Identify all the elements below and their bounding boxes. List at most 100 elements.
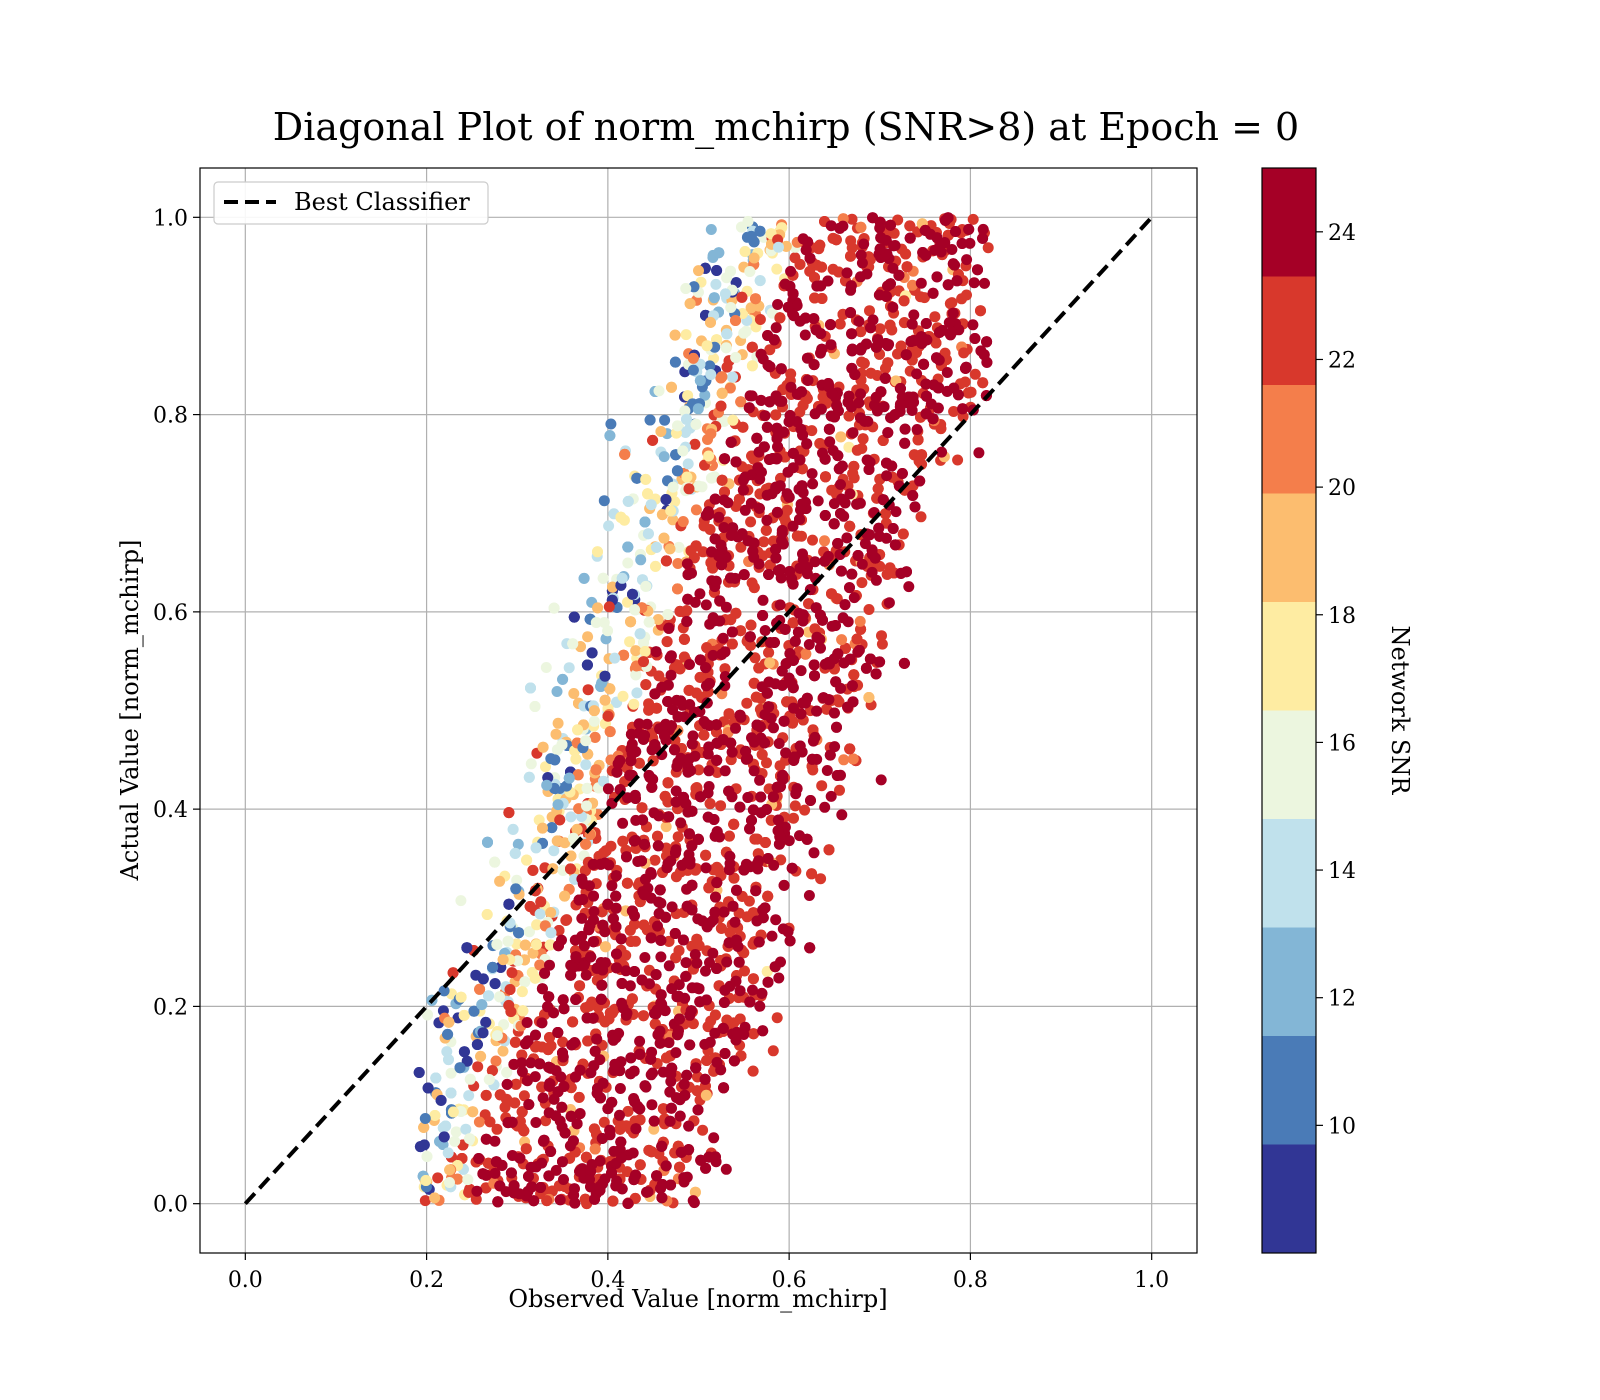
scatter-point	[585, 1067, 597, 1079]
scatter-point	[557, 1036, 569, 1048]
scatter-point	[716, 371, 728, 383]
scatter-point	[656, 1140, 668, 1152]
scatter-point	[874, 560, 886, 572]
scatter-point	[834, 318, 846, 330]
scatter-point	[645, 932, 657, 944]
scatter-point	[907, 490, 919, 501]
scatter-point	[586, 996, 598, 1008]
scatter-point	[432, 1172, 444, 1184]
scatter-point	[709, 533, 721, 545]
scatter-point	[700, 965, 711, 977]
scatter-point	[744, 631, 756, 643]
scatter-point	[509, 1036, 521, 1048]
scatter-point	[482, 836, 493, 848]
scatter-point	[665, 650, 677, 662]
scatter-point	[708, 1132, 720, 1144]
scatter-point	[617, 817, 629, 829]
scatter-point	[844, 520, 856, 532]
scatter-point	[800, 697, 811, 709]
scatter-point	[889, 409, 901, 421]
scatter-point	[795, 504, 807, 516]
scatter-point	[703, 678, 715, 689]
scatter-point	[874, 222, 886, 234]
scatter-point	[774, 781, 786, 793]
scatter-point	[640, 679, 652, 691]
scatter-point	[708, 814, 720, 825]
scatter-point	[897, 528, 909, 540]
scatter-point	[669, 496, 681, 508]
scatter-point	[756, 681, 768, 693]
scatter-point	[556, 739, 568, 751]
scatter-point	[634, 1159, 646, 1171]
scatter-point	[660, 911, 672, 923]
scatter-point	[812, 495, 824, 507]
scatter-point	[721, 956, 733, 968]
scatter-point	[692, 1104, 704, 1116]
scatter-point	[799, 329, 811, 341]
scatter-point	[904, 232, 916, 244]
scatter-point	[765, 712, 777, 724]
scatter-point	[598, 495, 610, 507]
scatter-point	[513, 1188, 525, 1200]
scatter-point	[577, 894, 589, 905]
scatter-point	[508, 1058, 520, 1070]
scatter-point	[550, 1164, 562, 1176]
scatter-point	[823, 423, 835, 435]
scatter-point	[856, 257, 868, 269]
scatter-point	[816, 780, 828, 792]
scatter-point	[631, 687, 643, 699]
scatter-point	[644, 414, 656, 426]
scatter-point	[615, 1136, 627, 1148]
scatter-point	[440, 1120, 452, 1132]
scatter-point	[822, 550, 834, 562]
scatter-point	[895, 340, 907, 352]
scatter-point	[779, 278, 791, 290]
scatter-point	[825, 790, 837, 802]
scatter-point	[617, 835, 629, 847]
scatter-point	[762, 976, 774, 988]
scatter-point	[843, 441, 855, 453]
scatter-point	[811, 705, 823, 717]
scatter-point	[777, 769, 789, 781]
scatter-point	[506, 967, 518, 979]
scatter-point	[421, 1151, 433, 1162]
scatter-point	[606, 880, 618, 892]
scatter-point	[736, 291, 748, 303]
scatter-point	[638, 1010, 649, 1022]
scatter-point	[789, 800, 801, 812]
scatter-point	[544, 959, 555, 971]
scatter-point	[901, 566, 912, 578]
scatter-point	[626, 993, 638, 1005]
scatter-point	[602, 710, 614, 722]
scatter-point	[835, 769, 846, 781]
scatter-point	[690, 504, 702, 516]
scatter-point	[846, 242, 858, 254]
scatter-point	[558, 1081, 570, 1092]
scatter-point	[685, 545, 697, 557]
scatter-point	[655, 934, 667, 946]
scatter-point	[785, 381, 797, 393]
scatter-point	[800, 648, 812, 660]
scatter-point	[559, 1127, 571, 1139]
scatter-point	[715, 922, 727, 934]
scatter-point	[726, 626, 738, 638]
scatter-point	[458, 1009, 470, 1021]
scatter-point	[573, 1091, 585, 1103]
scatter-point	[947, 258, 959, 270]
scatter-point	[462, 1174, 474, 1186]
scatter-point	[443, 1054, 454, 1066]
scatter-point	[865, 367, 877, 379]
scatter-point	[770, 322, 782, 334]
scatter-point	[626, 905, 638, 917]
scatter-point	[689, 438, 701, 450]
scatter-point	[701, 340, 713, 352]
scatter-point	[673, 990, 685, 1002]
scatter-point	[836, 634, 848, 646]
scatter-point	[845, 250, 856, 262]
scatter-point	[768, 722, 779, 734]
scatter-point	[735, 541, 747, 553]
scatter-point	[759, 737, 770, 749]
scatter-point	[952, 454, 964, 466]
scatter-point	[855, 326, 867, 338]
scatter-point	[581, 800, 592, 812]
